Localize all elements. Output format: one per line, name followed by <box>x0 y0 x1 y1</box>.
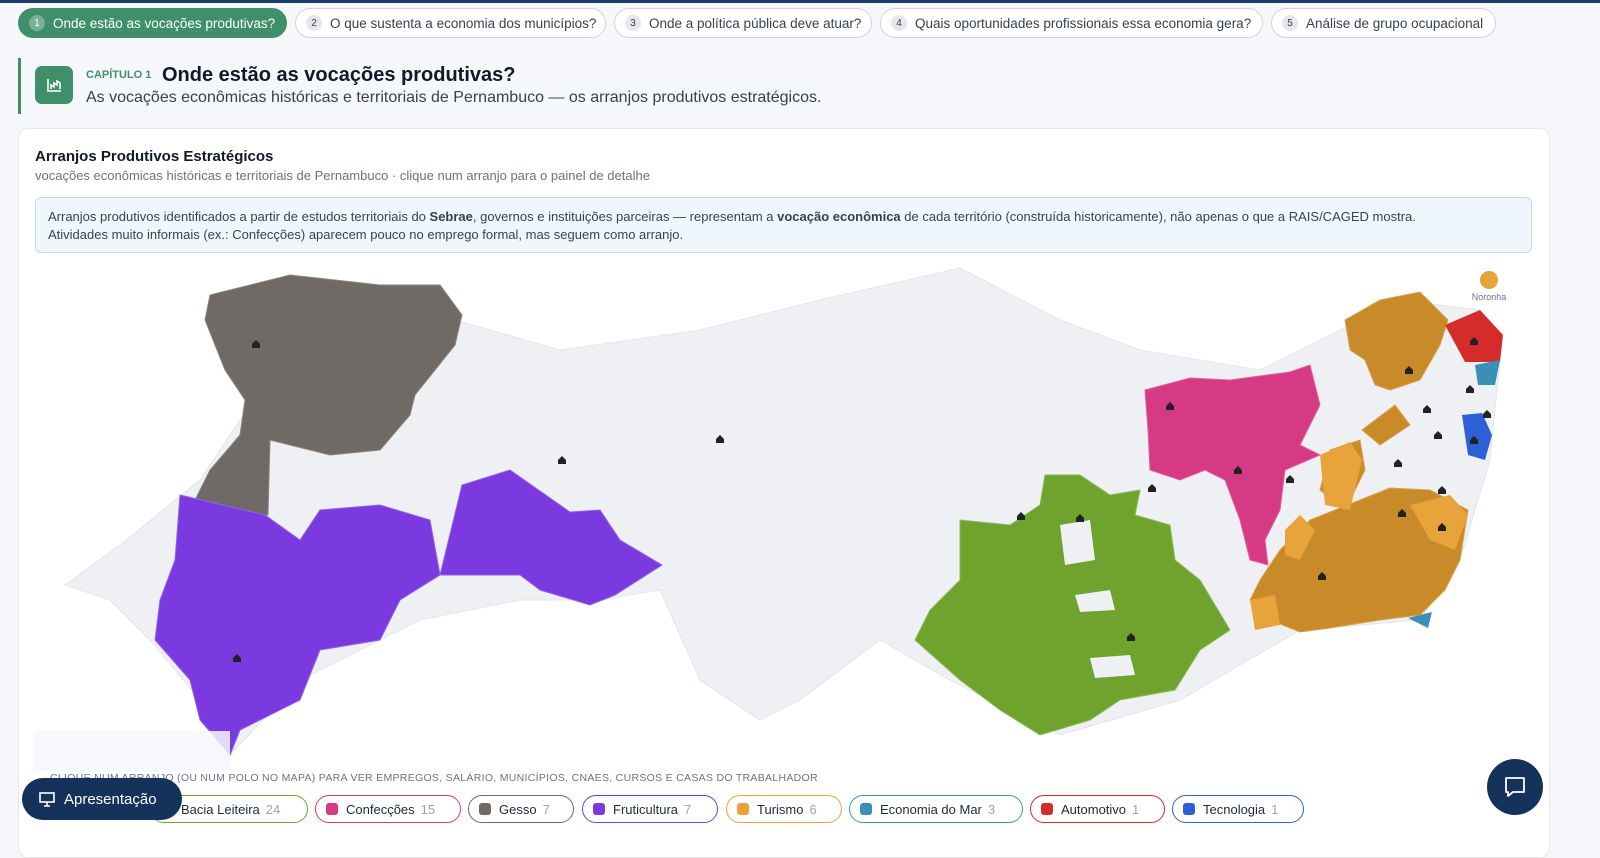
legend-count: 3 <box>987 801 996 817</box>
island-marker <box>1480 271 1498 289</box>
info-bold: Sebrae <box>429 209 473 224</box>
legend-swatch <box>479 803 491 815</box>
tab[interactable]: 1 Onde estão as vocações produtivas? <box>18 8 287 38</box>
legend-swatch <box>593 803 605 815</box>
tab-number: 1 <box>29 15 45 31</box>
chapter-border <box>18 58 21 114</box>
legend-count: 7 <box>542 801 550 817</box>
legend-count: 15 <box>420 801 436 817</box>
top-bar <box>0 0 1600 3</box>
legend-count: 24 <box>265 801 281 817</box>
legend-count: 7 <box>684 801 692 817</box>
legend-item[interactable]: Economia do Mar 3 <box>849 795 1023 823</box>
legend-item[interactable]: Automotivo 1 <box>1030 795 1165 823</box>
region-bacia-leiteira <box>914 474 1231 736</box>
region-tecnologia <box>1462 413 1492 460</box>
tab[interactable]: 4 Quais oportunidades profissionais essa … <box>880 8 1263 38</box>
chapter-subtitle: As vocações econômicas históricas e terr… <box>86 89 822 106</box>
info-text: Arranjos produtivos identificados a part… <box>48 209 430 224</box>
tab-number: 3 <box>625 15 641 31</box>
legend-swatch <box>1183 803 1195 815</box>
tab-label: Onde estão as vocações produtivas? <box>53 15 276 31</box>
legend-swatch <box>860 803 872 815</box>
legend-item[interactable]: Fruticultura 7 <box>582 795 718 823</box>
legend-name: Gesso <box>499 801 537 817</box>
info-text: de cada território (construída historica… <box>900 209 1416 224</box>
presentation-button[interactable]: Apresentação <box>22 778 182 820</box>
legend-item[interactable]: Turismo 6 <box>726 795 842 823</box>
legend-name: Bacia Leiteira <box>181 801 260 817</box>
legend-swatch <box>326 803 338 815</box>
legend-name: Economia do Mar <box>880 801 982 817</box>
legend-item[interactable]: Tecnologia 1 <box>1172 795 1304 823</box>
chapter-kicker: CAPÍTULO 1 <box>86 69 152 81</box>
legend-name: Automotivo <box>1061 801 1127 817</box>
chapter-icon <box>35 66 73 104</box>
legend-count: 1 <box>1271 801 1279 817</box>
tab[interactable]: 3 Onde a política pública deve atuar? <box>614 8 872 38</box>
info-box: Arranjos produtivos identificados a part… <box>35 197 1532 253</box>
card-title: Arranjos Produtivos Estratégicos <box>35 148 274 165</box>
tab-label: Quais oportunidades profissionais essa e… <box>915 15 1252 31</box>
island-label: Noronha <box>1472 292 1507 302</box>
tab-label: O que sustenta a economia dos municípios… <box>330 15 597 31</box>
legend-item[interactable]: Gesso 7 <box>468 795 574 823</box>
tab-label: Onde a política pública deve atuar? <box>649 15 862 31</box>
chat-button[interactable] <box>1487 759 1543 815</box>
region-gesso <box>189 274 463 516</box>
tab-number: 2 <box>306 15 322 31</box>
legend-item[interactable]: Confecções 15 <box>315 795 461 823</box>
info-text: , governos e instituições parceiras — re… <box>472 209 778 224</box>
chapter-title: Onde estão as vocações produtivas? <box>162 64 516 86</box>
button-label: Apresentação <box>64 790 157 808</box>
pole-markers <box>233 337 1491 662</box>
region-automotivo <box>1445 310 1503 362</box>
tab-number: 4 <box>891 15 907 31</box>
tab-number: 5 <box>1282 15 1298 31</box>
tab-label: Análise de grupo ocupacional <box>1306 15 1484 31</box>
region-fruticultura <box>154 469 663 756</box>
region-turismo <box>1250 442 1468 630</box>
legend-name: Confecções <box>346 801 415 817</box>
legend-swatch <box>1041 803 1053 815</box>
info-bold: vocação econômica <box>777 209 901 224</box>
card-subtitle: vocações econômicas históricas e territo… <box>35 168 650 183</box>
legend-swatch <box>737 803 749 815</box>
overlay <box>33 731 230 771</box>
legend-count: 6 <box>809 801 817 817</box>
region-gap <box>1060 520 1135 678</box>
tab[interactable]: 2 O que sustenta a economia dos município… <box>295 8 606 38</box>
legend-name: Tecnologia <box>1203 801 1266 817</box>
region-confeccoes <box>1144 364 1322 566</box>
hint: CLIQUE NUM ARRANJO (OU NUM POLO NO MAPA)… <box>50 772 818 784</box>
tab[interactable]: 5 Análise de grupo ocupacional <box>1271 8 1496 38</box>
legend-name: Turismo <box>757 801 804 817</box>
legend-name: Fruticultura <box>613 801 679 817</box>
legend-count: 1 <box>1132 801 1140 817</box>
info-text: Atividades muito informais (ex.: Confecç… <box>48 227 684 242</box>
